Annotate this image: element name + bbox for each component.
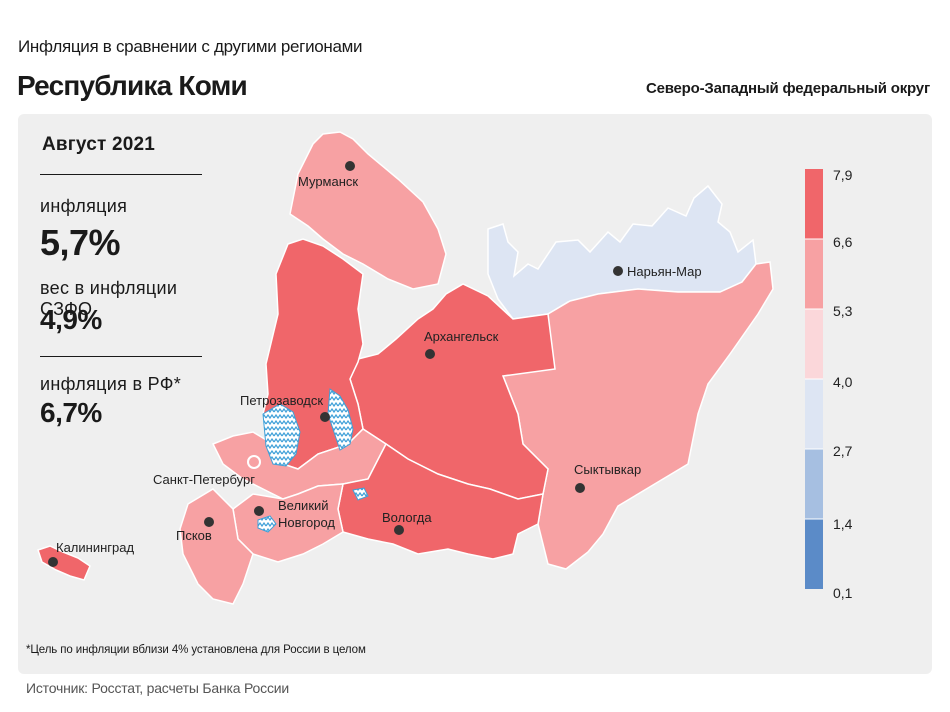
city-label-kaliningrad: Калининград [56, 540, 134, 555]
city-dot-spb [247, 455, 261, 469]
lake-beloye [352, 487, 369, 501]
legend-tick-2: 6,6 [833, 234, 853, 250]
city-label-naryan-mar: Нарьян-Мар [627, 264, 702, 279]
legend-band-1 [805, 169, 823, 239]
legend-tick-6: 1,4 [833, 516, 853, 532]
rf-inflation-label: инфляция в РФ* [40, 374, 182, 394]
source-note: Источник: Росстат, расчеты Банка России [26, 680, 289, 696]
city-label-veliky-1: Великий [278, 498, 329, 513]
stats-block: Август 2021 инфляция 5,7% вес в инфляции… [40, 134, 220, 428]
city-label-spb: Санкт-Петербург [153, 472, 255, 487]
legend-tick-3: 5,3 [833, 303, 853, 319]
city-label-vologda: Вологда [382, 510, 432, 525]
legend-tick-4: 4,0 [833, 374, 853, 390]
legend-band-3 [805, 309, 823, 379]
lake-ladoga [262, 403, 301, 467]
legend: 7,9 6,6 5,3 4,0 2,7 1,4 0,1 [805, 167, 853, 601]
city-label-pskov: Псков [176, 528, 212, 543]
city-label-veliky-2: Новгород [278, 515, 335, 530]
footnote: *Цель по инфляции вблизи 4% установлена … [26, 644, 366, 656]
city-label-arkhangelsk: Архангельск [424, 329, 499, 344]
lake-ilmen [257, 515, 277, 533]
weight-label: вес в инфляции СЗФО [40, 278, 178, 319]
legend-tick-7: 0,1 [833, 585, 853, 601]
region-kaliningrad [37, 545, 91, 581]
region-pskov [179, 488, 254, 605]
rf-inflation-value: 6,7% [40, 397, 102, 428]
region-murmansk [289, 131, 447, 290]
legend-tick-5: 2,7 [833, 443, 853, 459]
stats-month: Август 2021 [42, 134, 156, 155]
city-dot-pskov [204, 517, 214, 527]
city-label-murmansk: Мурманск [298, 174, 358, 189]
city-label-petrozavodsk: Петрозаводск [240, 393, 323, 408]
city-dot-arkhangelsk [425, 349, 435, 359]
chart-subtitle: Инфляция в сравнении с другими регионами [18, 37, 363, 56]
stats-divider-bottom [40, 356, 202, 357]
city-label-syktyvkar: Сыктывкар [574, 462, 641, 477]
inflation-value: 5,7% [40, 222, 121, 263]
city-dot-kaliningrad [48, 557, 58, 567]
legend-band-4 [805, 379, 823, 449]
district-title: Северо-Западный федеральный округ [645, 80, 930, 97]
inflation-label: инфляция [40, 196, 128, 216]
legend-band-6 [805, 519, 823, 589]
legend-tick-1: 7,9 [833, 167, 853, 183]
lake-onega [327, 388, 354, 451]
city-dot-veliky-novgorod [254, 506, 264, 516]
city-dot-murmansk [345, 161, 355, 171]
map-panel: Мурманск Нарьян-Мар Архангельск Петрозав… [18, 114, 932, 674]
legend-band-5 [805, 449, 823, 519]
city-dot-naryan-mar [613, 266, 623, 276]
city-dot-vologda [394, 525, 404, 535]
region-novgorod [232, 483, 344, 563]
region-title: Республика Коми [17, 70, 248, 101]
region-vologda [337, 442, 544, 560]
weight-value: 4,9% [40, 304, 102, 335]
stats-divider-top [40, 174, 202, 175]
map-svg: Мурманск Нарьян-Мар Архангельск Петрозав… [37, 131, 853, 605]
city-dot-syktyvkar [575, 483, 585, 493]
city-dot-petrozavodsk [320, 412, 330, 422]
legend-band-2 [805, 239, 823, 309]
